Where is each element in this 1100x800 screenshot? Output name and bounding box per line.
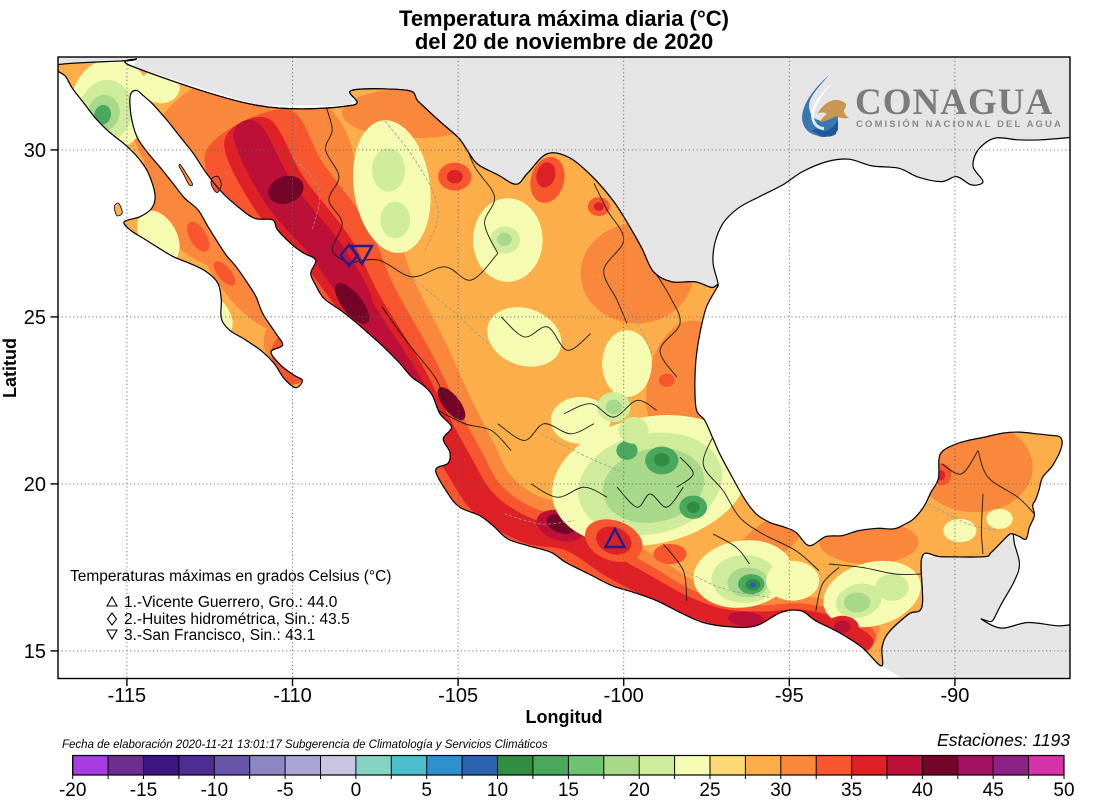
svg-text:Latitud: Latitud bbox=[0, 338, 20, 398]
svg-text:-110: -110 bbox=[273, 685, 312, 707]
svg-text:Temperatura máxima diaria (°C): Temperatura máxima diaria (°C) bbox=[399, 6, 729, 31]
svg-text:-15: -15 bbox=[130, 780, 157, 800]
svg-text:-5: -5 bbox=[277, 780, 294, 800]
svg-text:25: 25 bbox=[24, 307, 46, 329]
svg-text:-95: -95 bbox=[775, 685, 804, 707]
svg-text:Temperaturas máximas en grados: Temperaturas máximas en grados Celsius (… bbox=[70, 568, 391, 585]
svg-text:30: 30 bbox=[24, 140, 46, 162]
svg-text:Longitud: Longitud bbox=[526, 707, 603, 727]
svg-text:20: 20 bbox=[629, 780, 650, 800]
svg-text:2.-Huites hidrométrica, Sin.:: 2.-Huites hidrométrica, Sin.: 43.5 bbox=[124, 611, 350, 628]
svg-text:15: 15 bbox=[24, 641, 46, 663]
svg-text:0: 0 bbox=[351, 780, 362, 800]
svg-text:-20: -20 bbox=[59, 780, 86, 800]
svg-text:50: 50 bbox=[1053, 780, 1074, 800]
svg-text:25: 25 bbox=[699, 780, 720, 800]
svg-text:del 20 de noviembre de 2020: del 20 de noviembre de 2020 bbox=[415, 29, 713, 54]
svg-text:15: 15 bbox=[558, 780, 579, 800]
svg-text:20: 20 bbox=[24, 474, 46, 496]
svg-text:45: 45 bbox=[983, 780, 1004, 800]
svg-text:COMISIÓN NACIONAL DEL AGUA: COMISIÓN NACIONAL DEL AGUA bbox=[856, 118, 1063, 130]
svg-text:35: 35 bbox=[841, 780, 862, 800]
svg-text:40: 40 bbox=[912, 780, 933, 800]
svg-text:3.-San Francisco, Sin.: 43.1: 3.-San Francisco, Sin.: 43.1 bbox=[124, 627, 315, 644]
svg-text:-100: -100 bbox=[604, 685, 644, 707]
svg-text:-10: -10 bbox=[201, 780, 228, 800]
svg-text:Fecha de elaboración 2020-11-2: Fecha de elaboración 2020-11-21 13:01:17… bbox=[62, 739, 548, 751]
svg-text:30: 30 bbox=[770, 780, 791, 800]
svg-text:1.-Vicente Guerrero, Gro.: 44.: 1.-Vicente Guerrero, Gro.: 44.0 bbox=[124, 594, 338, 611]
svg-text:10: 10 bbox=[487, 780, 508, 800]
svg-text:-90: -90 bbox=[940, 685, 969, 707]
svg-text:-115: -115 bbox=[108, 685, 147, 707]
svg-text:Estaciones: 1193: Estaciones: 1193 bbox=[937, 730, 1070, 750]
svg-text:-105: -105 bbox=[438, 685, 478, 707]
svg-text:CONAGUA: CONAGUA bbox=[855, 82, 1053, 123]
svg-text:5: 5 bbox=[421, 780, 432, 800]
